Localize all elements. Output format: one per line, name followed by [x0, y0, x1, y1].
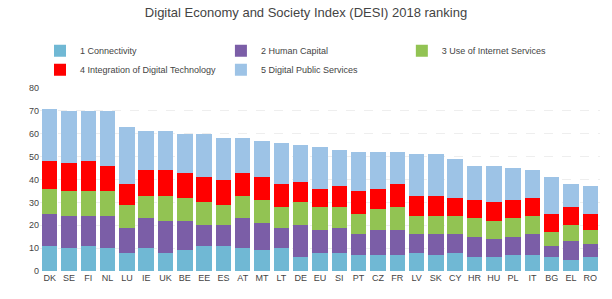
svg-text:DE: DE: [294, 273, 307, 283]
svg-text:1 Connectivity: 1 Connectivity: [80, 46, 137, 56]
svg-text:BG: BG: [545, 273, 558, 283]
svg-text:3 Use of Internet Services: 3 Use of Internet Services: [442, 46, 546, 56]
svg-text:DK: DK: [43, 273, 56, 283]
svg-text:0: 0: [34, 266, 39, 276]
svg-text:SI: SI: [335, 273, 344, 283]
svg-text:FR: FR: [391, 273, 403, 283]
svg-text:EE: EE: [198, 273, 210, 283]
svg-text:20: 20: [29, 220, 39, 230]
svg-text:RO: RO: [584, 273, 598, 283]
svg-text:SK: SK: [430, 273, 442, 283]
svg-text:5 Digital Public Services: 5 Digital Public Services: [261, 65, 358, 75]
svg-text:70: 70: [29, 106, 39, 116]
svg-text:50: 50: [29, 152, 39, 162]
svg-text:NL: NL: [102, 273, 114, 283]
svg-text:LV: LV: [411, 273, 421, 283]
svg-text:ES: ES: [217, 273, 229, 283]
svg-text:LU: LU: [121, 273, 133, 283]
svg-text:EL: EL: [566, 273, 577, 283]
svg-text:2 Human Capital: 2 Human Capital: [261, 46, 328, 56]
svg-text:FI: FI: [84, 273, 92, 283]
svg-text:UK: UK: [159, 273, 172, 283]
svg-text:LT: LT: [276, 273, 286, 283]
svg-text:MT: MT: [256, 273, 269, 283]
svg-text:SE: SE: [63, 273, 75, 283]
svg-text:IT: IT: [528, 273, 537, 283]
svg-text:4 Integration of Digital Techn: 4 Integration of Digital Technology: [80, 65, 216, 75]
svg-text:10: 10: [29, 243, 39, 253]
svg-text:PT: PT: [353, 273, 365, 283]
svg-text:PL: PL: [508, 273, 519, 283]
svg-text:HU: HU: [487, 273, 500, 283]
svg-text:IE: IE: [142, 273, 151, 283]
svg-text:80: 80: [29, 83, 39, 93]
svg-text:Digital Economy and Society In: Digital Economy and Society Index (DESI)…: [145, 5, 467, 20]
svg-text:CY: CY: [449, 273, 462, 283]
svg-text:HR: HR: [468, 273, 481, 283]
svg-text:EU: EU: [314, 273, 327, 283]
svg-text:40: 40: [29, 175, 39, 185]
svg-text:CZ: CZ: [372, 273, 384, 283]
svg-text:AT: AT: [237, 273, 248, 283]
svg-text:30: 30: [29, 198, 39, 208]
svg-text:60: 60: [29, 129, 39, 139]
svg-text:BE: BE: [179, 273, 191, 283]
